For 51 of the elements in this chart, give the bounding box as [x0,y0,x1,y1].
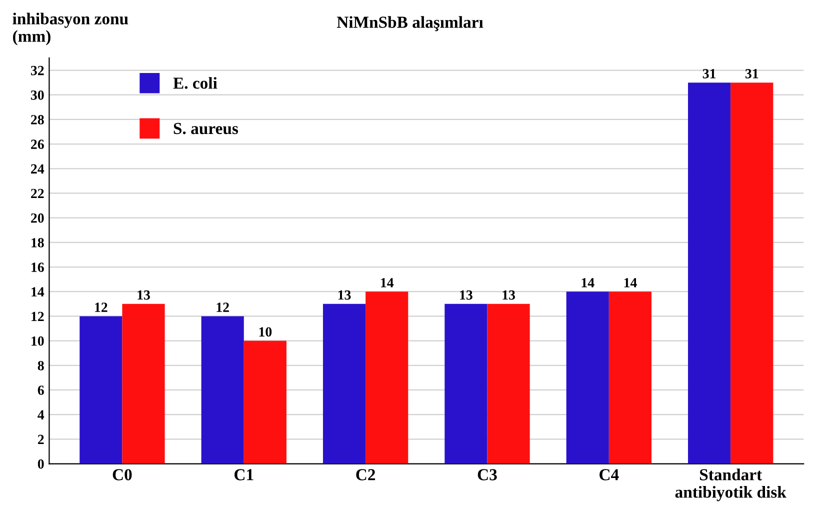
data-label: 14 [582,278,594,288]
data-label: 13 [338,290,351,300]
x-tick-label: C3 [478,469,497,480]
data-label: 31 [745,69,758,78]
y-tick-label: 20 [31,213,44,223]
bar [244,340,286,464]
y-tick-label: 28 [31,115,44,124]
bar [608,292,652,464]
bar [566,292,609,464]
y-tick-label: 8 [38,360,44,370]
data-label: 13 [502,290,515,300]
bar [366,292,408,464]
x-tick-label: C4 [600,469,619,480]
bar [80,316,122,464]
y-tick-label: 32 [30,66,44,76]
bar [322,304,366,464]
data-label: 14 [624,278,637,288]
y-tick-label: 26 [31,140,44,149]
x-tick-label: C2 [356,469,376,480]
data-label: 10 [259,327,272,337]
x-tick-label: Standart antibiyotik disk [675,468,786,502]
data-label: 31 [702,69,716,78]
y-axis-title: inhibasyon zonu (mm) [12,12,128,46]
bar [201,316,244,464]
bar [122,304,165,464]
chart-title: NiMnSbB alaşımları [336,16,484,32]
y-tick-label: 22 [31,188,44,198]
data-label: 12 [216,302,229,312]
bar [444,304,488,464]
bar [688,82,731,464]
y-tick-label: 6 [38,386,44,395]
y-tick-label: 10 [32,336,44,346]
y-tick-label: 30 [30,90,44,100]
bar [487,304,530,464]
y-tick-label: 18 [32,238,44,248]
data-label: 12 [95,302,108,312]
y-tick-label: 12 [32,312,44,322]
x-tick-label: C0 [112,469,132,480]
y-tick-label: 0 [38,459,44,469]
data-label: 13 [460,290,472,300]
data-label: 14 [381,278,394,288]
x-tick-label: C1 [234,469,254,480]
data-label: 13 [138,290,150,300]
bar [730,82,774,464]
y-tick-label: 2 [38,434,44,444]
y-tick-label: 4 [38,410,44,420]
legend-label: E. coli [173,77,218,89]
legend-label: S. aureus [174,122,238,134]
y-tick-label: 24 [31,164,44,174]
y-tick-label: 14 [32,287,44,296]
y-tick-label: 16 [32,262,44,272]
